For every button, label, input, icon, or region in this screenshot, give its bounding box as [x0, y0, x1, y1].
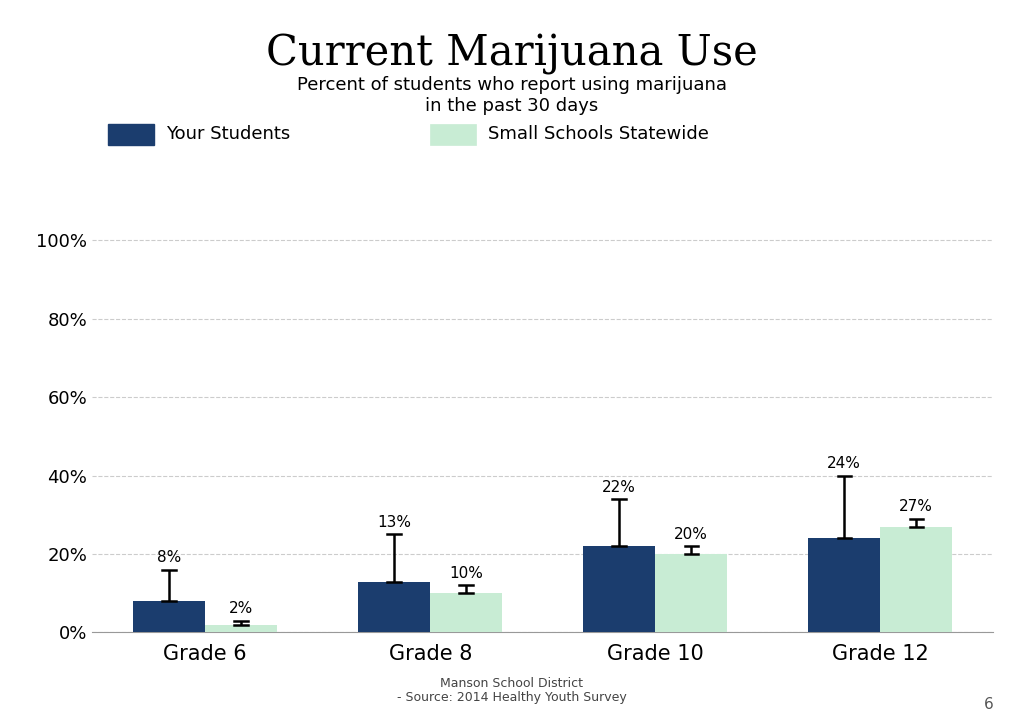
Text: 6: 6 — [983, 697, 993, 712]
Text: Small Schools Statewide: Small Schools Statewide — [488, 126, 710, 143]
Bar — [133, 601, 205, 632]
Bar — [584, 546, 655, 632]
Bar — [205, 624, 278, 632]
Text: 24%: 24% — [827, 456, 861, 471]
Text: - Source: 2014 Healthy Youth Survey: - Source: 2014 Healthy Youth Survey — [397, 691, 627, 704]
Bar — [808, 539, 881, 632]
Text: 8%: 8% — [157, 550, 181, 565]
Bar — [881, 526, 952, 632]
Text: Percent of students who report using marijuana
in the past 30 days: Percent of students who report using mar… — [297, 76, 727, 115]
Text: Your Students: Your Students — [166, 126, 290, 143]
Text: 13%: 13% — [377, 515, 412, 530]
Text: 20%: 20% — [675, 526, 709, 542]
Text: 22%: 22% — [602, 480, 636, 494]
Text: Current Marijuana Use: Current Marijuana Use — [266, 33, 758, 75]
Bar — [358, 582, 430, 632]
Text: 10%: 10% — [450, 566, 483, 581]
Text: 27%: 27% — [899, 499, 933, 514]
Text: 2%: 2% — [229, 601, 253, 616]
Text: Manson School District: Manson School District — [440, 677, 584, 690]
Bar — [430, 593, 502, 632]
Bar — [655, 554, 727, 632]
